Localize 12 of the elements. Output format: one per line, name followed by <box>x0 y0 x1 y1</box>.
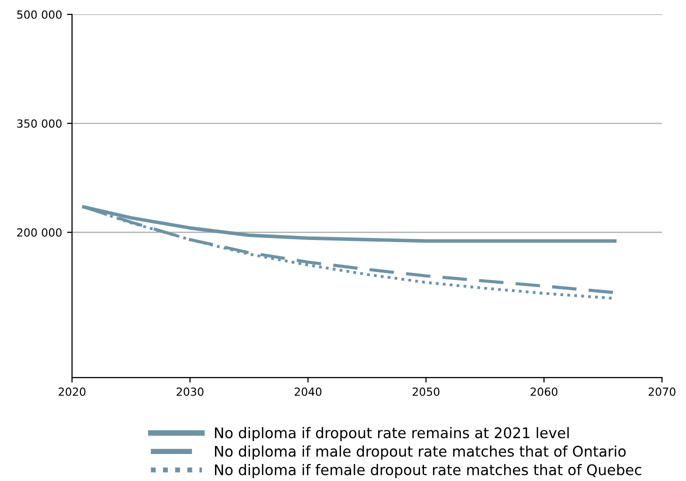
y-tick-label: 500 000 <box>17 10 62 19</box>
x-tick-label: 2070 <box>648 388 676 396</box>
x-tick-label: 2040 <box>294 388 322 396</box>
legend-label: No diploma if female dropout rate matches that of Quebec <box>214 464 642 478</box>
x-tick-label: 2050 <box>412 388 440 396</box>
x-tick-label: 2060 <box>530 388 558 396</box>
y-tick-label: 350 000 <box>17 119 62 128</box>
legend-label: No diploma if dropout rate remains at 2021 level <box>214 427 569 442</box>
y-tick-label: 200 000 <box>17 228 62 237</box>
x-tick-label: 2020 <box>58 388 86 396</box>
legend-label: No diploma if male dropout rate matches that of Ontario <box>214 446 626 460</box>
x-tick-label: 2030 <box>176 388 204 396</box>
